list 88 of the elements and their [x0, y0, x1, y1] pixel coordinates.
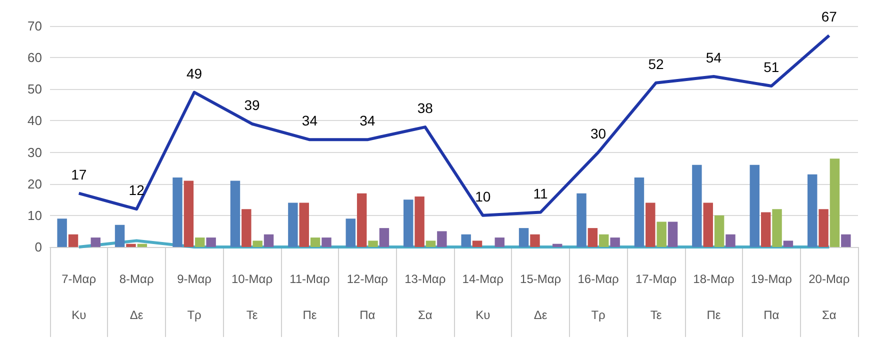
data-label: 17 [71, 166, 87, 182]
bar [426, 240, 436, 247]
data-label: 34 [302, 112, 318, 129]
data-label: 52 [648, 56, 664, 72]
bar [656, 222, 666, 247]
bar [404, 200, 414, 247]
category-label: 20-Μαρ Σα [808, 272, 850, 322]
category-label: 14-Μαρ Κυ [462, 272, 504, 322]
data-label: 34 [360, 112, 376, 129]
bar [230, 180, 240, 247]
bar [379, 228, 390, 247]
bar [760, 212, 771, 247]
bar [299, 202, 309, 247]
bar [610, 238, 620, 247]
category-label: 17-Μαρ Τε [635, 272, 677, 322]
data-label: 67 [821, 8, 838, 24]
bar [634, 178, 644, 247]
bar [841, 234, 851, 247]
bar [368, 240, 378, 247]
category-label: 18-Μαρ Πε [693, 272, 734, 322]
category-label: 11-Μαρ Πε [290, 272, 330, 322]
category-label: 15-Μαρ Δε [520, 272, 562, 322]
bar [726, 234, 736, 247]
data-label: 11 [533, 185, 548, 202]
category-label: 8-Μαρ Δε [119, 272, 154, 322]
data-label: 49 [186, 65, 202, 82]
bar [356, 193, 367, 247]
bar [184, 180, 194, 247]
bar [576, 193, 586, 247]
bar [494, 238, 504, 247]
bar [137, 244, 148, 247]
bar [472, 240, 482, 247]
y-tick-label: 30 [28, 144, 42, 160]
bar [646, 202, 656, 247]
bar [195, 238, 205, 247]
bar [242, 209, 252, 247]
y-tick-label: 60 [28, 50, 42, 66]
data-label: 54 [706, 50, 722, 66]
y-tick-label: 20 [28, 176, 42, 192]
bar [172, 178, 182, 247]
bar [68, 234, 78, 247]
category-label: 19-Μαρ Πα [750, 272, 792, 322]
y-tick-label: 10 [28, 208, 42, 223]
y-tick-label: 70 [28, 18, 42, 34]
bar [668, 222, 678, 247]
bar [530, 234, 540, 247]
category-label: 7-Μαρ Κυ [62, 272, 96, 322]
category-label: 16-Μαρ Τρ [578, 272, 619, 322]
bar [322, 238, 332, 247]
bar [288, 202, 298, 247]
bar [783, 240, 794, 247]
y-tick-label: 0 [34, 240, 42, 254]
data-label: 12 [128, 182, 145, 198]
data-label: 51 [764, 58, 780, 75]
bar [461, 234, 471, 247]
bar [126, 244, 136, 247]
data-label: 10 [475, 188, 491, 204]
bar [772, 209, 782, 247]
bar [57, 218, 67, 247]
bar [830, 158, 840, 247]
bar [703, 202, 713, 247]
data-label: 38 [417, 100, 434, 116]
category-label: 10-Μαρ Τε [231, 272, 273, 322]
bar [692, 164, 702, 247]
bar [310, 238, 320, 247]
bar [818, 209, 828, 247]
bar [90, 238, 100, 247]
bar [588, 228, 598, 247]
bar [252, 240, 262, 247]
y-tick-label: 40 [28, 113, 42, 128]
bar [414, 196, 424, 247]
bar [750, 164, 760, 247]
bar [206, 238, 216, 247]
y-tick-label: 50 [28, 82, 42, 97]
data-label: 39 [244, 96, 260, 113]
category-label: 12-Μαρ Πα [346, 272, 388, 322]
bar [714, 215, 724, 247]
bar [264, 234, 274, 247]
bar [437, 231, 447, 247]
data-label: 30 [590, 125, 606, 142]
bar [114, 224, 125, 247]
bar [552, 244, 562, 247]
bar [346, 218, 356, 247]
category-label: 9-Μαρ Τρ [177, 272, 212, 322]
bar [518, 228, 529, 247]
bar [599, 234, 609, 247]
category-label: 13-Μαρ Σα [404, 272, 446, 322]
bar [808, 174, 818, 247]
